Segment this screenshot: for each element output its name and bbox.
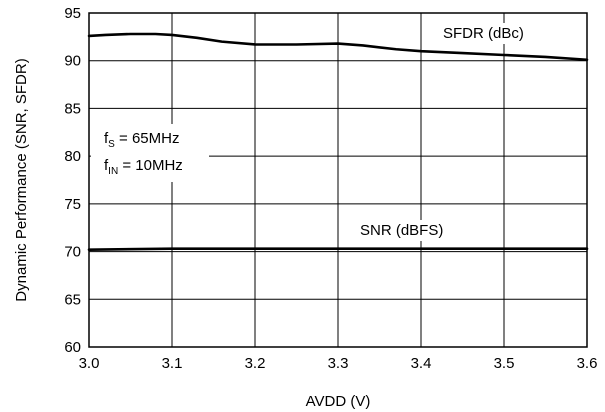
y-tick-label: 70	[64, 244, 81, 261]
y-tick-label: 65	[64, 291, 81, 308]
y-tick-label: 75	[64, 196, 81, 213]
grid	[89, 13, 587, 347]
snr-series-label: SNR (dBFS)	[360, 222, 443, 239]
fs-annotation: fS = 65MHz	[104, 130, 179, 150]
label-background	[439, 23, 528, 44]
y-tick-label: 95	[64, 5, 81, 22]
x-tick-label: 3.2	[245, 355, 266, 372]
tick-labels: 3.0 3.1 3.2 3.3 3.4 3.5 3.6 60 65 70 75 80 85 90 95	[64, 5, 597, 372]
fin-annotation: fIN = 10MHz	[104, 157, 183, 177]
x-tick-label: 3.4	[411, 355, 432, 372]
series-layer	[87, 32, 589, 251]
x-tick-label: 3.5	[494, 355, 515, 372]
y-tick-label: 85	[64, 100, 81, 117]
annotation-background	[91, 124, 209, 182]
x-tick-label: 3.6	[577, 355, 598, 372]
label-background	[356, 220, 448, 241]
sfdr-line	[87, 32, 589, 62]
y-axis-label: Dynamic Performance (SNR, SFDR)	[13, 58, 30, 301]
y-tick-label: 90	[64, 53, 81, 70]
x-tick-label: 3.3	[328, 355, 349, 372]
x-axis-label: AVDD (V)	[306, 393, 371, 410]
plot-frame	[88, 12, 588, 348]
x-tick-label: 3.1	[162, 355, 183, 372]
y-tick-label: 60	[64, 339, 81, 356]
y-tick-label: 80	[64, 148, 81, 165]
snr-line	[87, 247, 589, 251]
x-tick-label: 3.0	[79, 355, 100, 372]
sfdr-series-label: SFDR (dBc)	[443, 25, 524, 42]
